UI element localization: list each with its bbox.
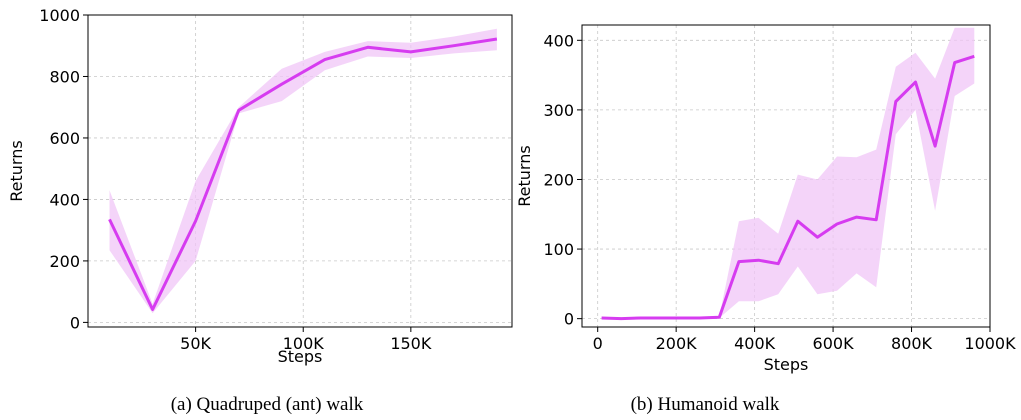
y-axis-label: Returns <box>7 140 26 201</box>
y-tick-label: 400 <box>543 31 574 50</box>
x-tick-label: 150K <box>390 334 432 353</box>
figure-caption: (b) Humanoid walk <box>631 394 780 415</box>
confidence-band <box>601 27 975 319</box>
x-tick-label: 800K <box>891 334 933 353</box>
x-tick-label: 50K <box>180 334 211 353</box>
y-tick-label: 400 <box>49 190 80 209</box>
x-tick-label: 200K <box>656 334 698 353</box>
x-tick-label: 600K <box>813 334 855 353</box>
x-tick-label: 0 <box>593 334 603 353</box>
x-axis-label: Steps <box>278 347 323 366</box>
x-axis-label: Steps <box>764 355 809 374</box>
y-tick-label: 100 <box>543 240 574 259</box>
y-tick-label: 200 <box>49 252 80 271</box>
returns-line <box>601 54 975 321</box>
figure-caption: (a) Quadruped (ant) walk <box>171 394 364 415</box>
y-tick-label: 200 <box>543 170 574 189</box>
plot-frame <box>87 14 513 328</box>
y-tick-label: 0 <box>70 313 80 332</box>
plot-frame <box>581 24 991 328</box>
chart-humanoid-walk: 0 100 200 300 400 0 200K 400K 600K 800K 1000K Steps… <box>515 24 1016 415</box>
returns-line <box>108 37 498 311</box>
chart-quadruped-walk: 0 200 400 600 800 1000 50K 100K 150K Steps Returns… <box>7 6 513 415</box>
y-tick-label: 600 <box>49 129 80 148</box>
y-tick-label: 800 <box>49 67 80 86</box>
y-tick-label: 300 <box>543 101 574 120</box>
x-tick-label: 100K <box>283 334 325 353</box>
confidence-band <box>109 28 497 314</box>
x-tick-label: 1000K <box>964 334 1016 353</box>
y-axis-label: Returns <box>515 145 534 206</box>
x-tick-label: 400K <box>734 334 776 353</box>
y-tick-label: 0 <box>564 310 574 329</box>
y-tick-label: 1000 <box>39 6 80 25</box>
